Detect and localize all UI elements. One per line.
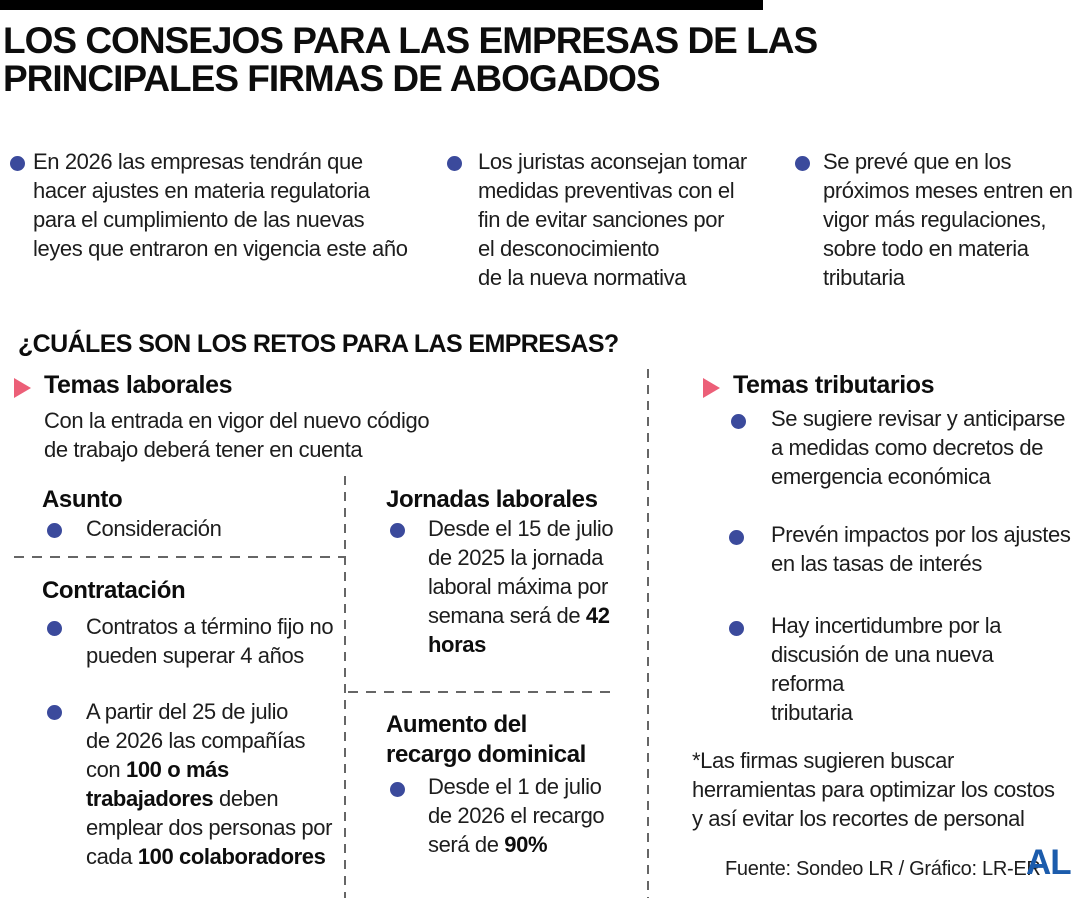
vertical-divider [344, 476, 346, 898]
section-question: ¿CUÁLES SON LOS RETOS PARA LAS EMPRESAS? [18, 330, 619, 358]
page-title: LOS CONSEJOS PARA LAS EMPRESAS DE LAS PR… [3, 20, 818, 99]
bullet-dot-icon [47, 523, 62, 538]
bullet-dot-icon [10, 156, 25, 171]
vertical-divider [647, 369, 649, 898]
source-credit: Fuente: Sondeo LR / Gráfico: LR-ER [725, 858, 1041, 880]
tax-column-title: Temas tributarios [733, 371, 935, 399]
jornadas-bullet: Desde el 15 de julio de 2025 la jornada … [428, 516, 614, 657]
bullet-dot-icon [729, 621, 744, 636]
jornadas-heading: Jornadas laborales [386, 486, 598, 513]
arrow-triangle-icon [14, 378, 31, 398]
asunto-bullet: Consideración [86, 516, 222, 541]
top-accent-bar [0, 0, 763, 10]
tax-bullet-3: Hay incertidumbre por la discusión de un… [771, 613, 1002, 725]
bullet-dot-icon [390, 523, 405, 538]
recargo-bullet: Desde el 1 de julio de 2026 el recargo s… [428, 774, 605, 857]
bullet-dot-icon [729, 530, 744, 545]
bullet-dot-icon [795, 156, 810, 171]
asunto-heading: Asunto [42, 486, 123, 513]
al-logo: AL [1026, 843, 1072, 882]
tax-bullet-1: Se sugiere revisar y anticiparse a medid… [771, 406, 1066, 489]
bullet-dot-icon [390, 782, 405, 797]
horizontal-divider [14, 556, 344, 558]
bullet-dot-icon [47, 705, 62, 720]
contratacion-bullet-2: A partir del 25 de julio de 2026 las com… [86, 699, 332, 869]
recargo-heading: Aumento del recargo dominical [386, 711, 586, 768]
footnote: *Las firmas sugieren buscar herramientas… [692, 748, 1055, 831]
contratacion-heading: Contratación [42, 577, 186, 604]
bullet-dot-icon [47, 621, 62, 636]
labor-subtitle: Con la entrada en vigor del nuevo código… [44, 408, 430, 462]
tax-bullet-2: Prevén impactos por los ajustes en las t… [771, 522, 1071, 576]
arrow-triangle-icon [703, 378, 720, 398]
intro-bullet-3: Se prevé que en los próximos meses entre… [823, 149, 1073, 290]
horizontal-divider [348, 691, 610, 693]
bullet-dot-icon [731, 414, 746, 429]
bullet-dot-icon [447, 156, 462, 171]
labor-column-title: Temas laborales [44, 371, 233, 399]
intro-bullet-2: Los juristas aconsejan tomar medidas pre… [478, 149, 747, 290]
intro-bullet-1: En 2026 las empresas tendrán que hacer a… [33, 149, 408, 261]
contratacion-bullet-1: Contratos a término fijo no pueden super… [86, 614, 334, 668]
